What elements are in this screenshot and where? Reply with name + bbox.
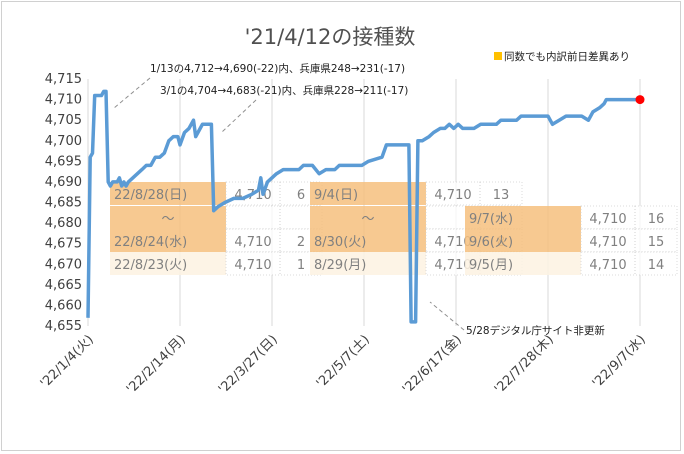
table-value-cell	[225, 228, 281, 253]
table-diff: 15	[648, 235, 665, 250]
x-tick-label: '22/5/7(土)	[314, 332, 373, 391]
table-date: 22/8/24(水)	[114, 235, 187, 250]
y-tick-label: 4,700	[45, 134, 82, 149]
table-date-cell	[110, 229, 226, 252]
table-date: 9/4(日)	[314, 188, 358, 203]
table-date: 9/7(水)	[469, 212, 513, 227]
series-line-0	[86, 89, 640, 324]
annotation-mar1-leader	[221, 99, 257, 133]
annotation-jan13: 1/13の4,712→4,690(-22)内、兵庫県248→231(-17)	[150, 62, 405, 75]
table-date-cell	[310, 252, 426, 275]
table-diff: 16	[648, 212, 665, 227]
table-date-cell	[310, 182, 426, 205]
x-tick-label: '22/6/17(金)	[399, 332, 465, 398]
table-date-cell	[465, 229, 581, 252]
table-date: 9/6(火)	[469, 235, 513, 250]
table-date: ～	[361, 212, 374, 227]
table-date: 22/8/23(火)	[114, 258, 187, 273]
table-date: ～	[161, 212, 174, 227]
table-diff: 14	[648, 258, 665, 273]
table-date: 8/30(火)	[314, 235, 366, 250]
annotations: 1/13の4,712→4,690(-22)内、兵庫県248→231(-17) 3…	[113, 62, 605, 337]
table-date-cell	[465, 252, 581, 275]
end-point-marker	[635, 95, 645, 105]
table-value: 4,710	[434, 258, 471, 273]
x-tick-label: '22/2/14(月)	[124, 332, 189, 397]
table-diff-cell	[634, 251, 678, 276]
table-value: 4,710	[434, 188, 471, 203]
annotation-mar1: 3/1の4,704→4,683(-21)内、兵庫県228→211(-17)	[160, 84, 408, 97]
table-date-cell	[110, 252, 226, 275]
y-tick-label: 4,685	[45, 196, 82, 211]
y-tick-label: 4,680	[45, 216, 82, 231]
table-date-cell	[310, 206, 426, 229]
table-value-cell	[580, 251, 636, 276]
table-value: 4,710	[589, 212, 626, 227]
table-value: 4,710	[234, 258, 271, 273]
table-value: 4,710	[589, 258, 626, 273]
table-diff-cell	[479, 181, 523, 206]
y-tick-label: 4,655	[45, 319, 82, 334]
table-value: 4,710	[434, 235, 471, 250]
table-date: 22/8/28(日)	[114, 188, 187, 203]
x-tick-label: '22/3/27(日)	[216, 332, 281, 397]
x-tick-label: '22/7/28(木)	[492, 332, 557, 397]
table-date-cell	[110, 206, 226, 229]
table-value-cell	[580, 205, 636, 230]
chart-title: '21/4/12の接種数	[245, 25, 416, 49]
y-tick-label: 4,690	[45, 175, 82, 190]
legend-swatch	[494, 52, 502, 60]
daily-table: 22/8/28(日) 4,710 6 ～ 22/8/24(水) 4,710 2 22/8/23…	[110, 181, 678, 276]
table-date-cell	[110, 182, 226, 205]
table-value-cell	[580, 228, 636, 253]
table-value: 4,710	[234, 235, 271, 250]
table-diff-cell	[634, 205, 678, 230]
y-tick-label: 4,710	[45, 93, 82, 108]
table-diff: 2	[297, 235, 305, 250]
table-value: 4,710	[589, 235, 626, 250]
y-tick-label: 4,705	[45, 113, 82, 128]
annotation-jan13-leader	[113, 77, 151, 109]
table-diff-cell	[634, 228, 678, 253]
y-tick-label: 4,670	[45, 257, 82, 272]
table-diff: 1	[297, 258, 305, 273]
table-diff: 6	[297, 188, 305, 203]
annotation-may28-leader	[429, 301, 465, 331]
table-value-cell	[225, 251, 281, 276]
table-date-cell	[465, 206, 581, 229]
y-tick-label: 4,660	[45, 298, 82, 313]
series	[86, 89, 645, 324]
legend-label: 同数でも内訳前日差異あり	[504, 50, 630, 63]
y-tick-label: 4,695	[45, 154, 82, 169]
x-tick-label: '22/9/7(水)	[590, 332, 649, 391]
table-diff: 13	[493, 188, 510, 203]
table-date: 9/5(月)	[469, 258, 513, 273]
x-tick-label: '22/1/4(火)	[38, 332, 97, 391]
y-axis: 4,655 4,660 4,665 4,670 4,675 4,680 4,685 4,690…	[45, 72, 82, 334]
annotation-may28: 5/28デジタル庁サイト非更新	[466, 324, 605, 337]
y-tick-label: 4,675	[45, 237, 82, 252]
y-tick-label: 4,665	[45, 278, 82, 293]
y-tick-label: 4,715	[45, 72, 82, 87]
table-date-cell	[310, 229, 426, 252]
table-value-cell	[225, 205, 281, 230]
table-value-cell	[425, 181, 481, 206]
table-date: 8/29(月)	[314, 258, 366, 273]
legend: 同数でも内訳前日差異あり	[494, 50, 630, 63]
